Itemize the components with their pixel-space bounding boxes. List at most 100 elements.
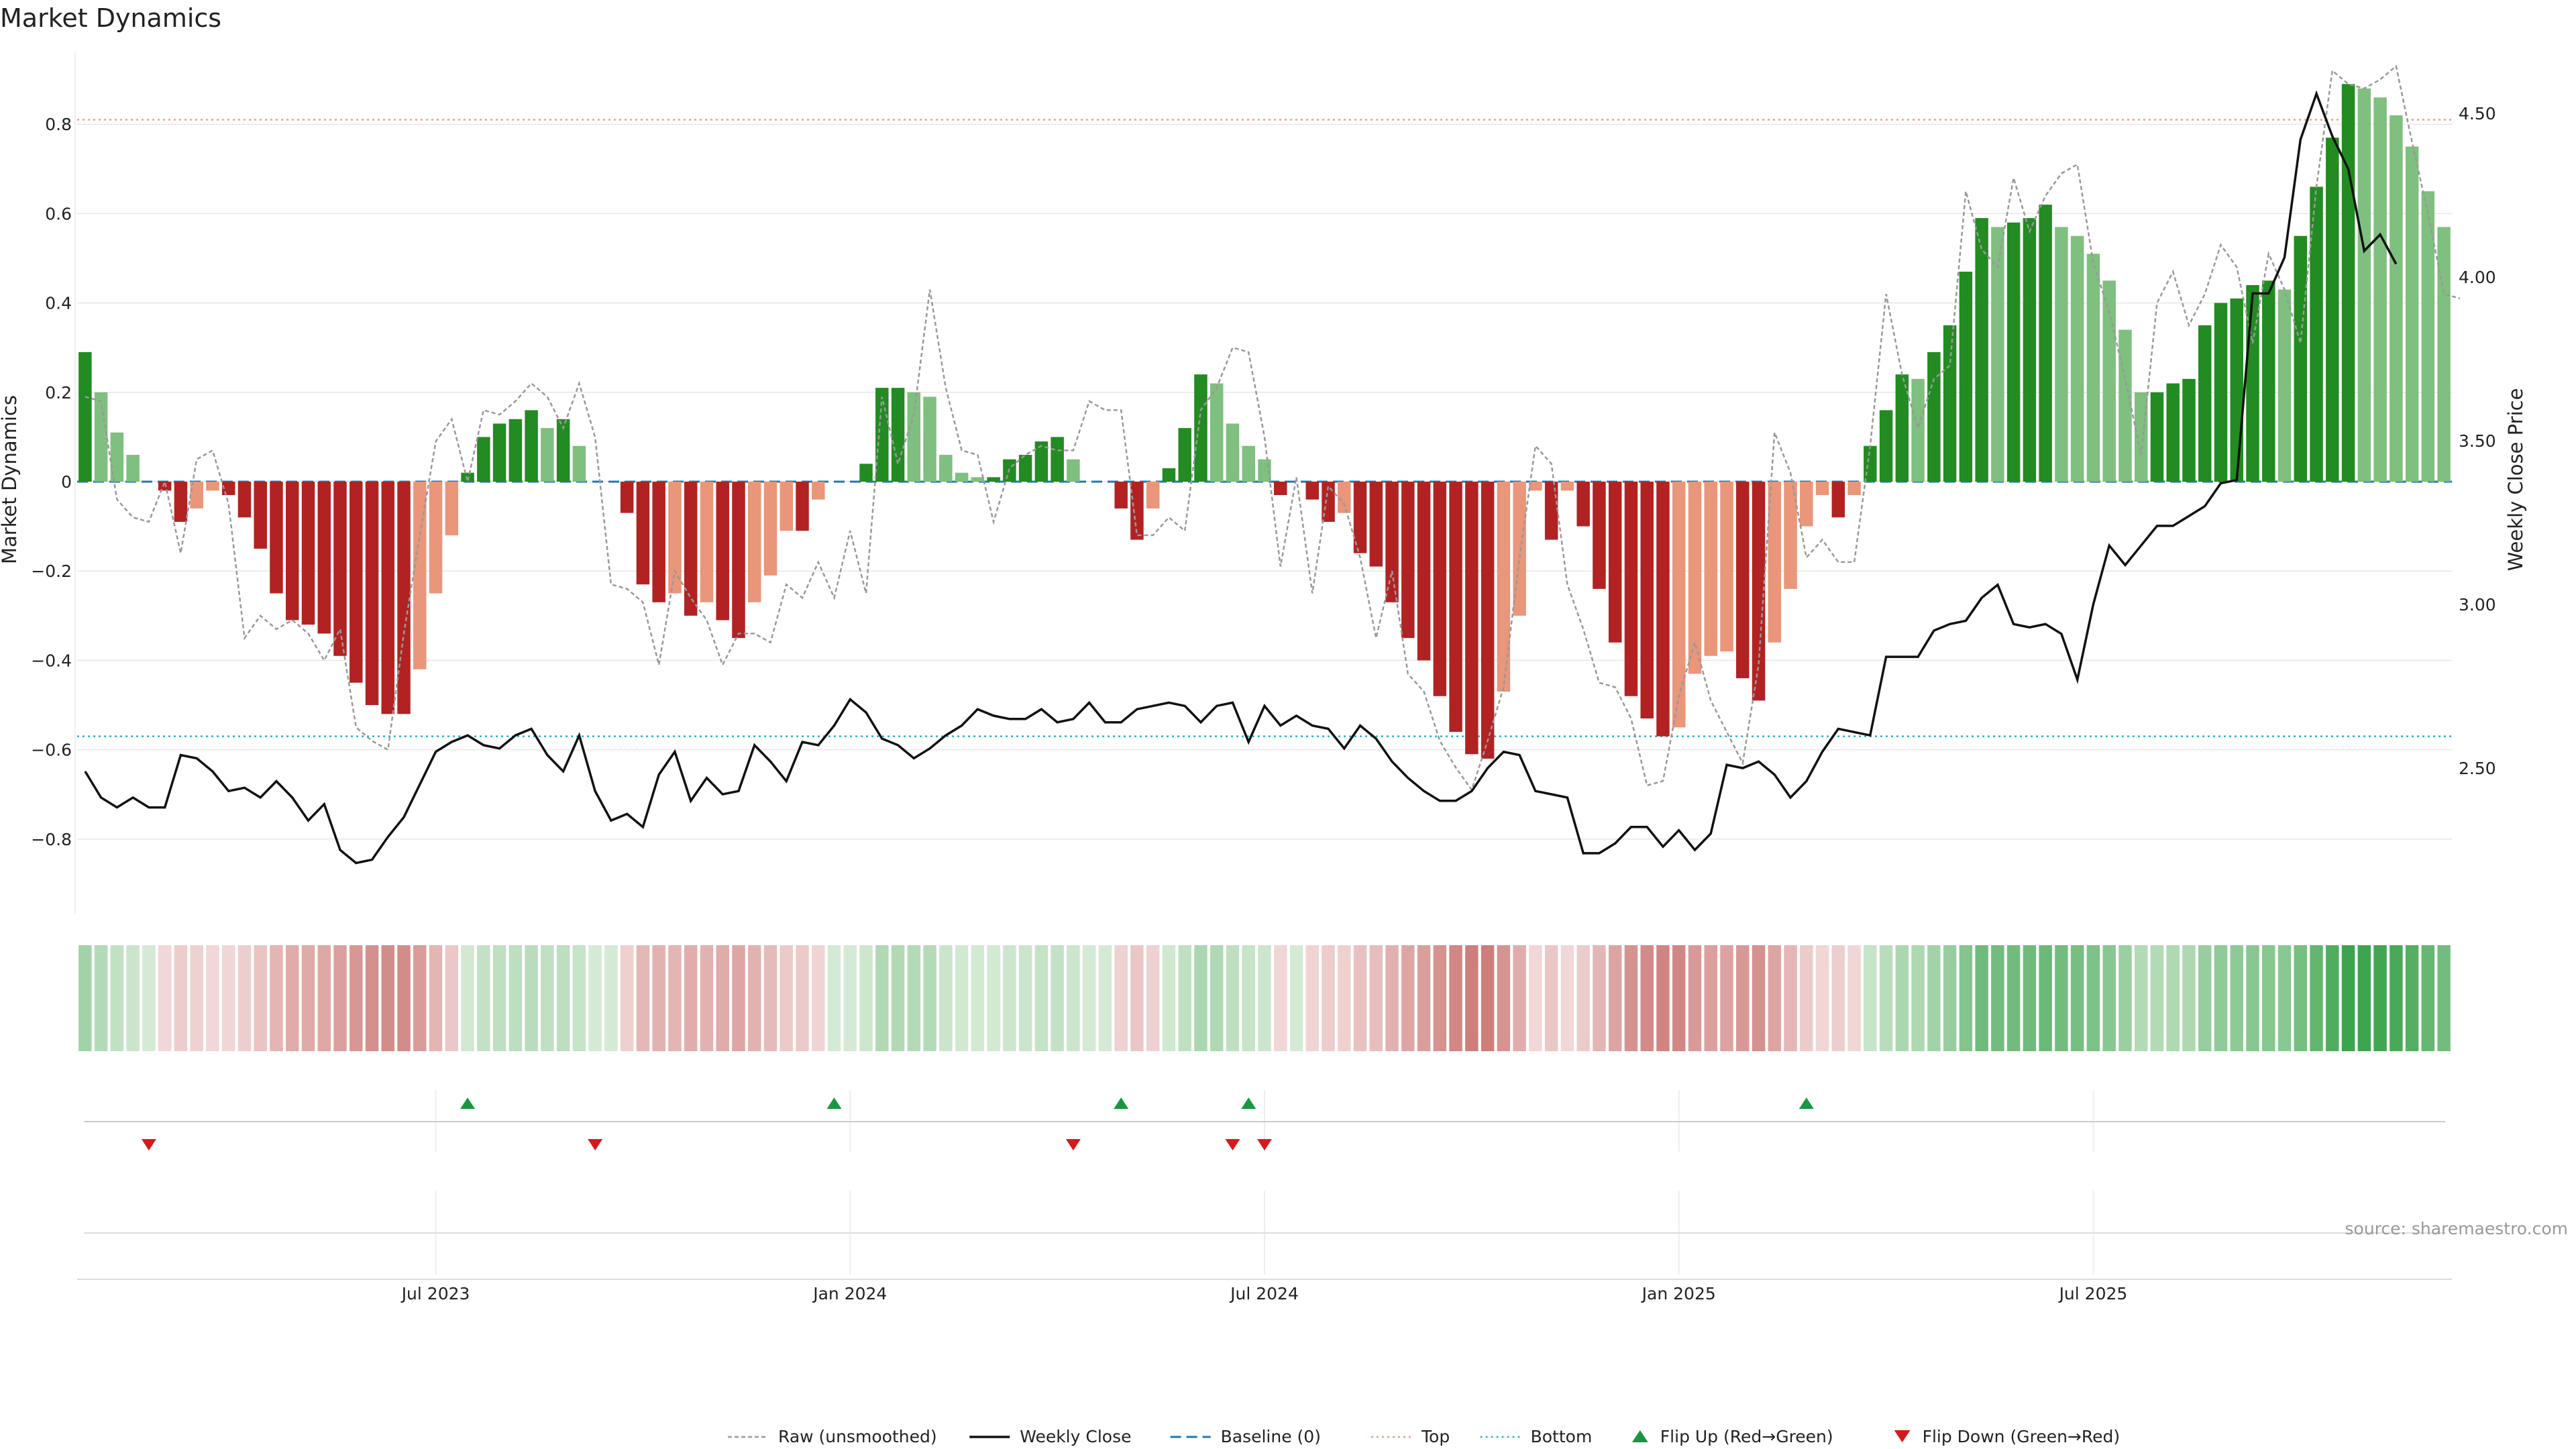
bar (2150, 392, 2164, 482)
heat-cell (1943, 945, 1957, 1051)
bar (525, 410, 538, 482)
bar (1688, 482, 1702, 674)
legend: Raw (unsmoothed) Weekly Close Baseline (0)… (728, 1427, 2120, 1446)
bar (301, 482, 315, 625)
heat-cell (955, 945, 969, 1051)
bar (285, 482, 299, 621)
heat-cell (2070, 945, 2084, 1051)
bar (1895, 374, 1909, 482)
bar (939, 455, 953, 482)
heat-cell (684, 945, 698, 1051)
bar (1991, 227, 2004, 482)
heat-cell (859, 945, 873, 1051)
heat-cell (2055, 945, 2068, 1051)
left-tick-label: −0.8 (31, 830, 72, 849)
bar (1338, 482, 1351, 513)
heat-cell (907, 945, 921, 1051)
heat-cell (2405, 945, 2419, 1051)
bar (987, 477, 1000, 482)
bar (1322, 482, 1335, 522)
heat-cell (445, 945, 459, 1051)
bar (1178, 428, 1191, 482)
bar (2230, 298, 2244, 482)
x-tick-label: Jan 2025 (1641, 1284, 1716, 1303)
bar (492, 423, 506, 482)
heat-cell (1688, 945, 1702, 1051)
heat-cell (1226, 945, 1240, 1051)
bar (2421, 191, 2435, 482)
bar (636, 482, 650, 585)
bar (1497, 482, 1511, 692)
heat-cell (1417, 945, 1431, 1051)
heat-cell (1752, 945, 1766, 1051)
heat-cell (541, 945, 554, 1051)
heat-cell (1082, 945, 1096, 1051)
heat-cell (1927, 945, 1941, 1051)
heat-cell (620, 945, 634, 1051)
heat-cell (1242, 945, 1255, 1051)
heat-cell (716, 945, 729, 1051)
chart-title: Market Dynamics (0, 3, 221, 33)
bar (1417, 482, 1431, 661)
heat-cell (1194, 945, 1208, 1051)
right-axis-ticks: 2.50 3.00 3.50 4.00 4.50 (2459, 104, 2496, 778)
heat-cell (987, 945, 1000, 1051)
flip-markers-panel (84, 1090, 2445, 1275)
heat-cell (796, 945, 809, 1051)
flip-down-marker (1257, 1139, 1272, 1150)
x-tick-label: Jul 2025 (2058, 1284, 2128, 1303)
bar (477, 437, 490, 482)
heat-cell (94, 945, 108, 1051)
heat-cell (2326, 945, 2339, 1051)
heat-cell (1864, 945, 1877, 1051)
bar (1640, 482, 1654, 718)
legend-label: Flip Down (Green→Red) (1923, 1427, 2121, 1446)
bar (652, 482, 665, 602)
bar (2326, 138, 2339, 482)
bar (780, 482, 793, 531)
flip-up-marker (1799, 1097, 1814, 1109)
bar (1736, 482, 1750, 679)
heat-cell (1305, 945, 1320, 1051)
heat-cell (397, 945, 411, 1051)
bar (1385, 482, 1399, 602)
legend-swatch-flip-up (1631, 1430, 1648, 1442)
heat-cell (1704, 945, 1717, 1051)
bar (190, 482, 203, 508)
bar (1911, 378, 1925, 482)
heat-cell (2246, 945, 2259, 1051)
heat-cell (1497, 945, 1511, 1051)
heat-cell (652, 945, 665, 1051)
heat-cell (525, 945, 538, 1051)
bar (1544, 482, 1558, 540)
bar (2310, 186, 2323, 482)
bar (1449, 482, 1462, 732)
heat-cell (1146, 945, 1160, 1051)
bar (2086, 254, 2100, 482)
heat-cell (875, 945, 889, 1051)
bar (572, 445, 586, 482)
x-tick-label: Jan 2024 (812, 1284, 887, 1303)
weekly-close-line (84, 90, 2398, 865)
bar (2390, 115, 2403, 482)
heat-cell (1003, 945, 1016, 1051)
bar (1959, 271, 1973, 482)
bar (2070, 235, 2084, 482)
bar (365, 482, 379, 705)
heat-cell (461, 945, 474, 1051)
heat-cell (1800, 945, 1813, 1051)
bar (1018, 455, 1032, 482)
x-tick-label: Jul 2023 (400, 1284, 470, 1303)
bar (2262, 280, 2275, 482)
heat-cell (413, 945, 427, 1051)
bar (2055, 227, 2068, 482)
bar (1560, 482, 1574, 491)
bar (1067, 459, 1080, 482)
heat-cell (2262, 945, 2275, 1051)
bar (237, 482, 252, 518)
bar (445, 482, 459, 535)
bar (461, 472, 474, 482)
bar (1401, 482, 1415, 639)
bar (1815, 482, 1829, 495)
bar (1847, 482, 1861, 495)
